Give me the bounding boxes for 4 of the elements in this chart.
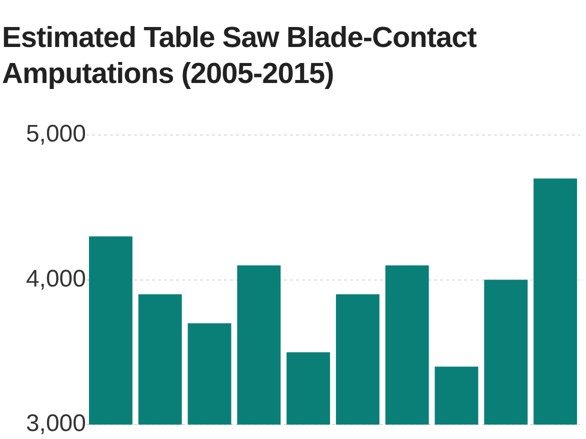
y-tick-label: 4,000 — [26, 265, 86, 292]
chart-title: Estimated Table Saw Blade-Contact Amputations (2005-2015) — [2, 21, 478, 92]
y-tick-label: 5,000 — [26, 120, 86, 148]
y-tick-label: 3,000 — [26, 410, 86, 438]
